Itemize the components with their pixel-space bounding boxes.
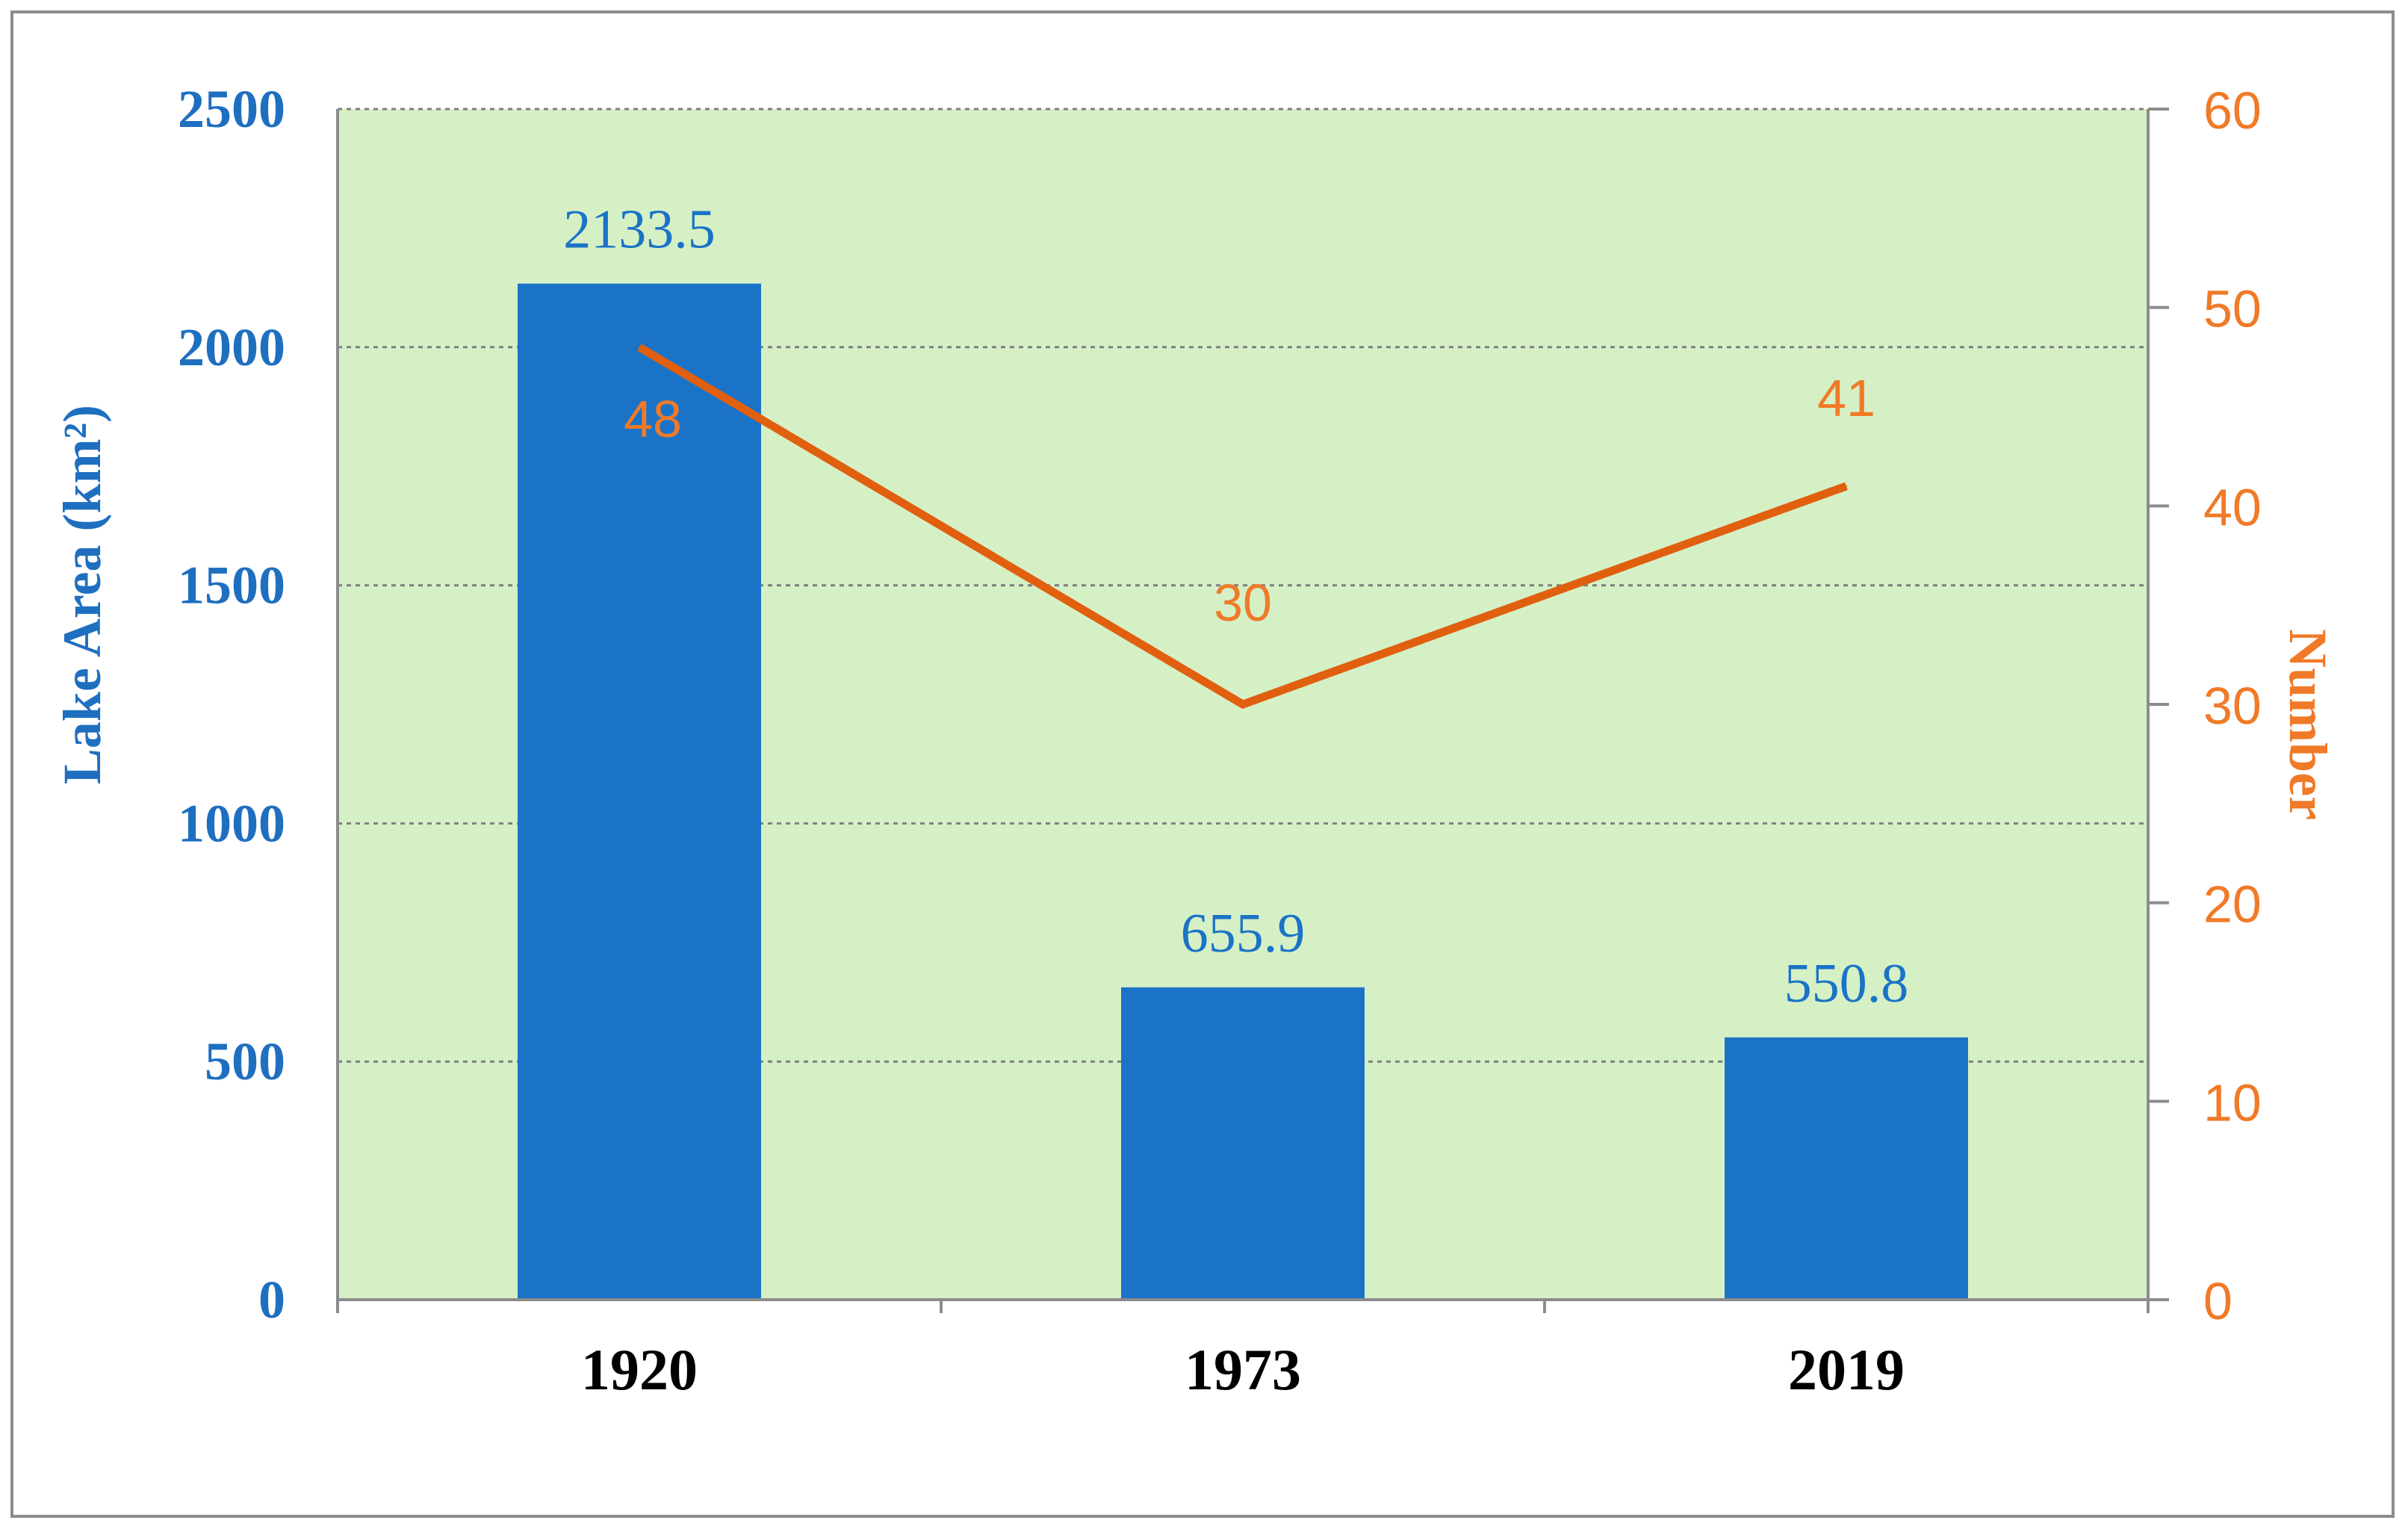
line-data-label: 48 (624, 390, 682, 448)
y-tick-label-left: 2000 (178, 317, 285, 377)
bar-data-label: 655.9 (1181, 903, 1306, 964)
x-tick-label: 1920 (581, 1337, 698, 1402)
y-tick-label-right: 50 (2203, 280, 2262, 338)
y-axis-label-right: Number (2278, 629, 2338, 820)
line-series (637, 344, 1848, 710)
line-data-label: 30 (1214, 574, 1272, 632)
y-tick-label-right: 0 (2203, 1272, 2232, 1330)
y-tick-label-right: 40 (2203, 478, 2262, 536)
y-tick-label-right: 60 (2203, 81, 2262, 140)
x-tick-label: 2019 (1788, 1337, 1905, 1402)
line-point-2019 (1846, 485, 1847, 487)
axes: 0 500 1000 1500 2000 2500 0 10 20 30 40 50 60 1920 197… (178, 79, 2262, 1402)
bar-data-label: 550.8 (1784, 953, 1909, 1014)
y-tick-label-left: 0 (258, 1270, 285, 1330)
bar-series (518, 283, 1968, 1300)
y-tick-label-left: 1500 (178, 556, 285, 615)
bar-1920 (518, 283, 761, 1300)
y-tick-label-right: 30 (2203, 677, 2262, 735)
line-point-1973 (1242, 704, 1244, 705)
bar-2019 (1725, 1037, 1968, 1300)
y-axis-label-left: Lake Area (km²) (52, 405, 112, 784)
data-labels: 2133.5 655.9 550.8 48 30 41 (563, 199, 1908, 1014)
y-tick-label-left: 500 (205, 1032, 285, 1091)
y-tick-label-right: 10 (2203, 1073, 2262, 1132)
x-tick-label: 1973 (1185, 1337, 1301, 1402)
y-tick-label-left: 2500 (178, 79, 285, 139)
bar-data-label: 2133.5 (563, 199, 716, 261)
line-point-1920 (639, 346, 640, 348)
bar-1973 (1121, 987, 1365, 1300)
y-tick-label-left: 1000 (178, 793, 285, 853)
line-data-label: 41 (1817, 369, 1875, 427)
y-tick-label-right: 20 (2203, 875, 2262, 934)
